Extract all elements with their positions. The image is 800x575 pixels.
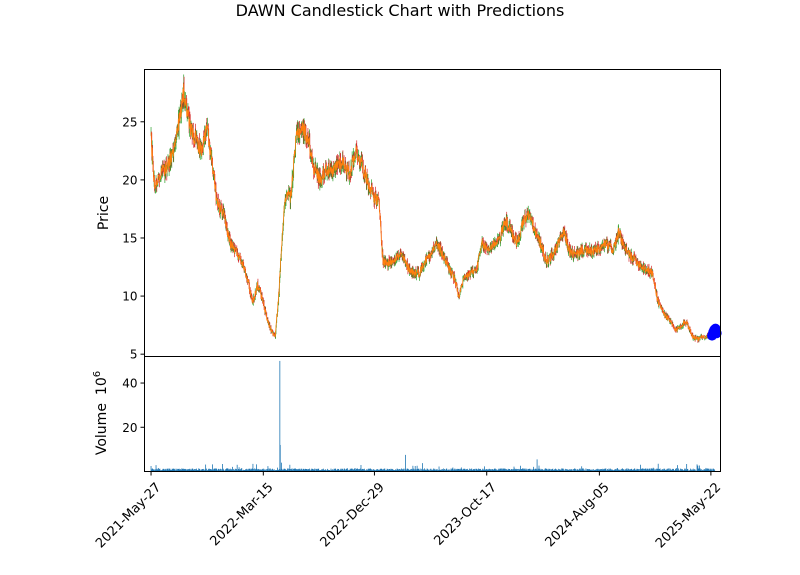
x-tick-label: 2022-Dec-29	[318, 480, 388, 550]
x-tick-label: 2022-Mar-15	[207, 480, 276, 549]
volume-y-label-multiplier: 10	[94, 377, 110, 395]
x-tick-label: 2025-May-22	[653, 480, 724, 551]
x-tick-label: 2021-May-27	[93, 480, 164, 551]
x-axis-ticks: 2021-May-27 2022-Mar-15 2022-Dec-29 2023-Oc…	[93, 471, 724, 551]
chart-title: DAWN Candlestick Chart with Predictions	[236, 1, 565, 20]
volume-y-tick-label: 40	[122, 377, 137, 391]
price-panel: 5 10 15 20 25 Price	[96, 69, 722, 362]
price-panel-frame	[144, 69, 721, 357]
price-y-tick-label: 10	[122, 290, 137, 304]
price-y-label: Price	[96, 196, 112, 230]
price-y-ticks: 5 10 15 20 25	[122, 115, 145, 362]
volume-y-tick-label: 20	[122, 421, 137, 435]
volume-y-label: Volume 106	[92, 371, 110, 455]
volume-marks	[150, 360, 716, 472]
price-y-tick-label: 15	[122, 231, 137, 245]
price-y-tick-label: 25	[122, 115, 137, 129]
volume-panel-frame	[144, 356, 721, 472]
x-tick-label: 2024-Aug-05	[543, 480, 613, 550]
price-marks	[150, 74, 722, 343]
prediction-point	[711, 328, 722, 339]
price-y-tick-label: 20	[122, 173, 137, 187]
x-tick-label: 2023-Oct-17	[431, 480, 499, 548]
volume-y-label-text: Volume	[94, 403, 110, 455]
price-y-tick-label: 5	[130, 348, 138, 362]
volume-y-label-exponent: 6	[92, 371, 103, 377]
close-line	[150, 83, 715, 342]
